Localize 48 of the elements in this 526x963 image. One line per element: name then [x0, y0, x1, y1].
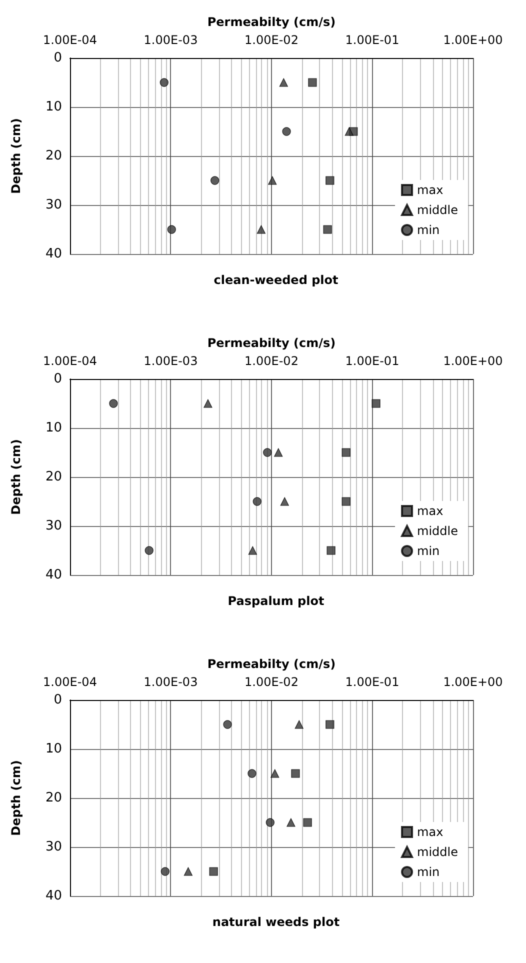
y-tick-label: 0 [54, 50, 62, 66]
y-tick-label: 10 [45, 742, 62, 756]
y-tick-label: 20 [45, 790, 62, 806]
x-tick-label: 1.00E-01 [345, 354, 400, 368]
y-tick-label: 30 [45, 518, 62, 534]
y-tick-label: 10 [45, 420, 62, 436]
legend-label: middle [417, 203, 458, 217]
y-axis-title: Depth (cm) [9, 118, 23, 194]
y-tick-label: 20 [45, 148, 62, 164]
x-tick-label: 1.00E-01 [345, 33, 400, 47]
x-tick-label: 1.00E+00 [443, 354, 503, 368]
y-tick-label: 30 [45, 198, 62, 212]
y-axis-title: Depth (cm) [9, 760, 23, 836]
text: Paspalum plot [228, 594, 324, 608]
y-tick-label: 40 [45, 888, 62, 904]
x-tick-label: 1.00E-04 [43, 675, 97, 689]
legend-label: max [417, 825, 444, 839]
x-tick-label: 1.00E-04 [43, 33, 97, 47]
x-axis-title: Permeabilty (cm/s) [207, 657, 336, 671]
y-tick-label: 20 [45, 470, 62, 484]
x-tick-label: 1.00E-02 [244, 354, 298, 368]
x-tick-label: 1.00E-01 [345, 675, 400, 689]
x-tick-label: 1.00E-03 [144, 33, 198, 47]
x-tick-label: 1.00E-04 [43, 354, 97, 368]
legend-label: middle [417, 845, 458, 859]
x-tick-label: 1.00E+00 [443, 33, 503, 47]
x-axis-title: Permeabilty (cm/s) [207, 336, 336, 350]
legend-label: min [417, 865, 440, 879]
y-tick-label: 0 [54, 372, 62, 386]
y-tick-label: 0 [54, 692, 62, 708]
x-tick-label: 1.00E-02 [244, 675, 298, 689]
y-tick-label: 40 [45, 246, 62, 262]
legend-label: middle [417, 524, 458, 538]
y-axis-title: Depth (cm) [9, 439, 23, 515]
legend-label: min [417, 223, 440, 237]
legend-label: max [417, 504, 444, 518]
x-tick-label: 1.00E-03 [144, 675, 198, 689]
legend-label: max [417, 183, 444, 197]
x-tick-label: 1.00E+00 [443, 675, 503, 689]
legend-label: min [417, 544, 440, 558]
x-tick-label: 1.00E-02 [244, 33, 298, 47]
x-axis-title: Permeabilty (cm/s) [207, 15, 336, 29]
y-tick-label: 40 [45, 568, 62, 582]
x-tick-label: 1.00E-03 [144, 354, 198, 368]
y-tick-label: 10 [45, 100, 62, 114]
y-tick-label: 30 [45, 840, 62, 854]
text: natural weeds plot [212, 915, 340, 929]
text: clean-weeded plot [214, 273, 339, 287]
